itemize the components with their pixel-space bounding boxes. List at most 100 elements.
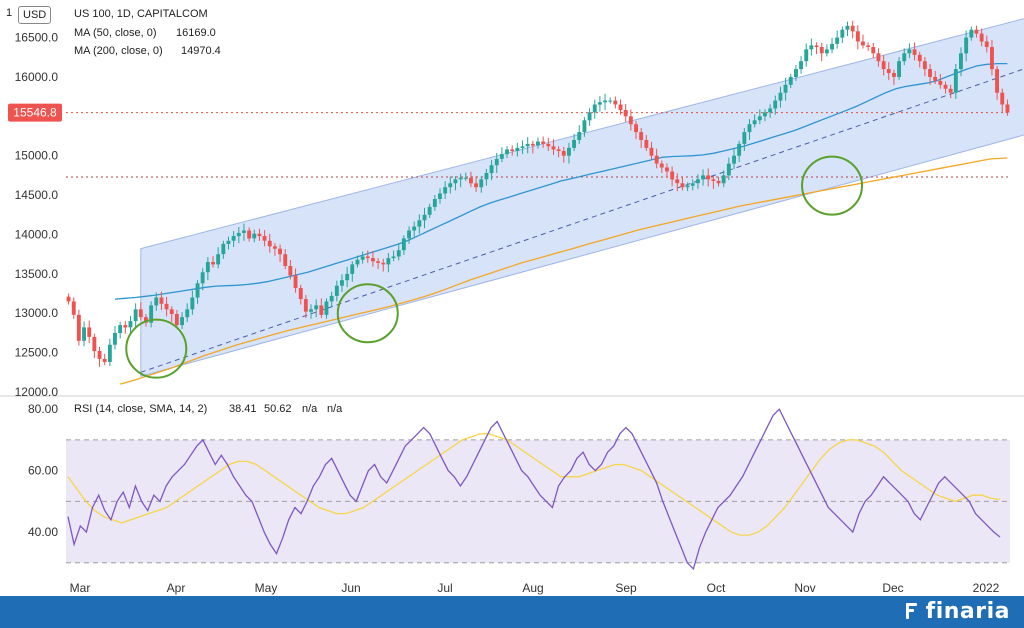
candle-body [329, 295, 334, 302]
candle-body [231, 236, 236, 241]
candle-body [881, 61, 886, 70]
price-tick-label: 13000.0 [15, 306, 59, 320]
candle-body [376, 261, 380, 263]
ma50-label: MA (50, close, 0) [74, 27, 157, 39]
x-tick-label: Aug [522, 581, 543, 595]
candle-body [494, 158, 499, 166]
candle-body [592, 104, 597, 113]
price-tick-label: 13500.0 [15, 267, 59, 281]
candle-body [432, 199, 437, 207]
candle-body [783, 84, 788, 93]
ma200-value: 14970.4 [181, 45, 221, 57]
candle-body [427, 206, 432, 215]
legend: US 100, 1D, CAPITALCOM MA (50, close, 0)… [74, 8, 343, 415]
x-tick-label: May [255, 581, 278, 595]
price-tick-label: 15000.0 [15, 149, 59, 163]
rsi-sma-line [67, 433, 1001, 536]
candle-body [1000, 92, 1005, 105]
candle-body [448, 183, 453, 188]
candle-body [226, 240, 231, 244]
candle-body [618, 104, 623, 110]
candle-body [113, 332, 117, 345]
candle-body [809, 45, 814, 50]
candle-body [76, 314, 81, 341]
x-tick-label: Oct [707, 581, 726, 595]
highlight-circle [336, 283, 399, 344]
currency-badge[interactable]: USD [18, 6, 52, 24]
rsi-sma-value: 50.62 [264, 403, 292, 415]
candle-body [546, 143, 551, 147]
candle-body [990, 47, 994, 70]
candle-body [654, 155, 659, 164]
candle-body [861, 41, 865, 46]
candle-body [401, 238, 406, 251]
candle-body [474, 183, 478, 188]
candle-body [561, 151, 566, 156]
candle-body [133, 309, 138, 322]
candle-body [948, 88, 953, 93]
candle-body [814, 45, 819, 47]
candle-body [180, 317, 184, 326]
candle-body [371, 258, 375, 262]
candle-body [159, 297, 164, 304]
candle-body [412, 226, 417, 231]
candle-body [283, 254, 288, 266]
x-tick-label: Jul [437, 581, 452, 595]
candle-body [639, 132, 644, 140]
candle-body [381, 262, 386, 265]
candle-body [943, 84, 948, 89]
price-tick-label: 14000.0 [15, 227, 59, 241]
candle-body [82, 327, 86, 341]
rsi-label: RSI (14, close, SMA, 14, 2) [74, 403, 207, 415]
candle-body [123, 325, 128, 328]
rsi-tick-label: 40.00 [28, 525, 58, 539]
highlight-circle [125, 318, 188, 379]
candle-body [355, 259, 360, 265]
currency-prefix: 1 [6, 7, 13, 19]
candle-body [603, 100, 607, 103]
candle-body [979, 33, 984, 42]
candle-body [360, 256, 365, 260]
x-tick-label: Mar [70, 581, 91, 595]
candle-body [690, 183, 695, 186]
ma200-line [120, 157, 1008, 385]
candle-body [144, 317, 148, 323]
candle-body [154, 297, 159, 306]
price-tick-label: 12000.0 [15, 385, 59, 399]
candle-body [613, 100, 618, 105]
candle-body [298, 288, 303, 299]
candle-body [541, 141, 546, 144]
candle-body [293, 275, 298, 288]
channel-band [140, 18, 1024, 377]
candle-body [995, 69, 999, 93]
price-tick-label: 14500.0 [15, 188, 59, 202]
candle-body [267, 240, 272, 247]
candle-body [649, 147, 654, 156]
candle-body [185, 309, 190, 318]
candle-body [608, 100, 613, 102]
brand-footer: finaria [0, 596, 1024, 628]
candle-body [340, 280, 344, 286]
candle-body [701, 175, 705, 180]
candle-body [799, 61, 803, 70]
candle-body [855, 31, 860, 42]
moving-averages [114, 62, 1008, 385]
candle-body [365, 256, 370, 259]
candle-body [87, 327, 92, 337]
candle-body [92, 336, 97, 352]
highlight-circle [801, 155, 864, 216]
rsi-panel [66, 408, 1010, 571]
ma50-value: 16169.0 [176, 27, 216, 39]
candle-body [515, 147, 520, 151]
chart-canvas: 16500.016000.015500.015000.014500.014000… [0, 8, 1024, 595]
candle-body [928, 69, 932, 77]
candle-body [974, 29, 979, 34]
candle-body [438, 193, 442, 199]
candle-body [912, 49, 917, 55]
candle-body [211, 262, 215, 265]
rsi-extra-1: n/a [302, 403, 318, 415]
candle-body [634, 124, 638, 133]
channel-midline [140, 68, 1024, 373]
candle-body [407, 230, 411, 239]
candle-body [458, 177, 463, 180]
